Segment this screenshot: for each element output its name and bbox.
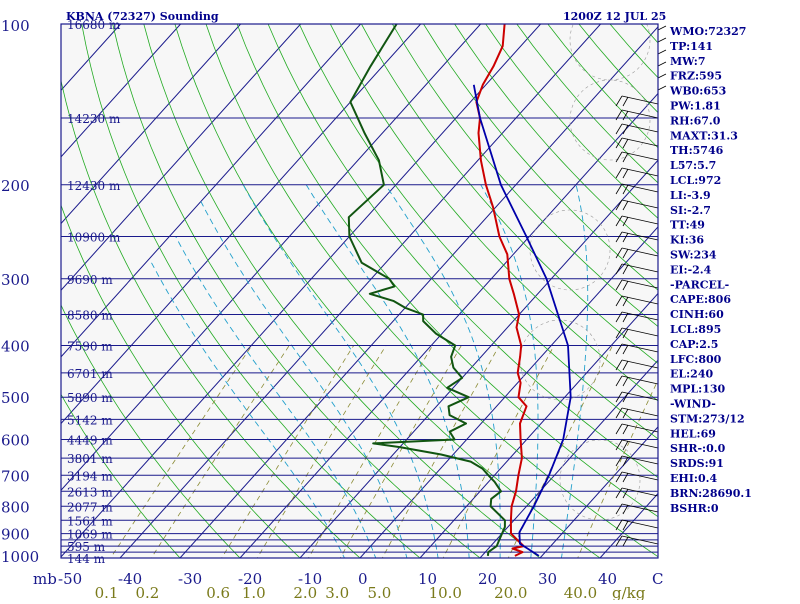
height-label: 144 m xyxy=(67,552,106,566)
index-entry: CAPE:806 xyxy=(670,293,731,306)
height-label: 7590 m xyxy=(67,340,113,354)
pressure-tick-label: 100 xyxy=(1,17,30,35)
pressure-tick-label: 1000 xyxy=(1,548,39,566)
pressure-tick-label: 500 xyxy=(1,389,30,407)
mixing-ratio-tick-label: 0.6 xyxy=(206,584,230,600)
index-entry: CAP:2.5 xyxy=(670,338,718,351)
temperature-tick-label: 30 xyxy=(538,570,557,588)
station-title: KBNA (72327) Sounding xyxy=(66,10,219,23)
index-entry: HEL:69 xyxy=(670,427,716,440)
height-label: 2613 m xyxy=(67,485,113,499)
pressure-tick-label: 600 xyxy=(1,432,30,450)
index-entry: MAXT:31.3 xyxy=(670,129,738,142)
index-entry: -PARCEL- xyxy=(670,278,729,291)
index-entry: RH:67.0 xyxy=(670,114,721,127)
height-label: 2077 m xyxy=(67,500,113,514)
index-entry: TP:141 xyxy=(670,40,713,53)
temperature-tick-label: -50 xyxy=(58,570,82,588)
height-label: 3801 m xyxy=(67,452,113,466)
index-entry: TH:5746 xyxy=(670,144,724,157)
pressure-tick-label: 800 xyxy=(1,498,30,516)
index-entry: EL:240 xyxy=(670,368,713,381)
mixing-ratio-tick-label: 5.0 xyxy=(367,584,391,600)
index-entry: WMO:72327 xyxy=(669,25,746,38)
pressure-tick-label: 900 xyxy=(1,526,30,544)
height-label: 3194 m xyxy=(67,469,113,483)
index-entry: BSHR:0 xyxy=(670,502,719,515)
index-entry: TT:49 xyxy=(670,219,705,232)
index-entry: LCL:972 xyxy=(670,174,721,187)
pressure-tick-label: 200 xyxy=(1,177,30,195)
pressure-tick-label: 700 xyxy=(1,467,30,485)
index-entry: FRZ:595 xyxy=(670,70,722,83)
height-label: 1561 m xyxy=(67,514,113,528)
height-label: 10900 m xyxy=(67,230,121,244)
index-entry: EI:-2.4 xyxy=(670,263,712,276)
index-entry: PW:1.81 xyxy=(670,100,721,113)
pressure-tick-label: 400 xyxy=(1,338,30,356)
index-entry: SI:-2.7 xyxy=(670,204,711,217)
index-entry: SRDS:91 xyxy=(670,457,724,470)
index-entry: LI:-3.9 xyxy=(670,189,711,202)
index-entry: STM:273/12 xyxy=(670,412,745,425)
index-entry: CINH:60 xyxy=(670,308,724,321)
index-entry: KI:36 xyxy=(670,234,704,247)
mixing-ratio-tick-label: 20.0 xyxy=(494,584,527,600)
height-label: 9690 m xyxy=(67,273,113,287)
mixing-ratio-tick-label: 2.0 xyxy=(293,584,317,600)
index-entry: SHR-:0.0 xyxy=(670,442,726,455)
temperature-tick-label: -30 xyxy=(178,570,202,588)
pressure-tick-label: 300 xyxy=(1,271,30,289)
mixing-ratio-tick-label: 10.0 xyxy=(429,584,462,600)
mixing-ratio-tick-label: 0.2 xyxy=(135,584,159,600)
height-label: 5890 m xyxy=(67,391,113,405)
index-entry: -WIND- xyxy=(670,398,716,411)
mixing-ratio-tick-label: 40.0 xyxy=(564,584,597,600)
mixing-ratio-tick-label: 0.1 xyxy=(95,584,119,600)
plot-area xyxy=(61,24,658,558)
index-entry: LCL:895 xyxy=(670,323,721,336)
height-label: 8580 m xyxy=(67,309,113,323)
temperature-tick-label: 0 xyxy=(358,570,368,588)
temperature-unit-label: C xyxy=(652,570,663,588)
index-entry: LFC:800 xyxy=(670,353,722,366)
mixing-ratio-unit-label: g/kg xyxy=(612,584,646,600)
height-label: 5142 m xyxy=(67,413,113,427)
height-label: 4449 m xyxy=(67,434,113,448)
height-label: 12430 m xyxy=(67,179,121,193)
index-entry: SW:234 xyxy=(670,249,717,262)
height-label: 14230 m xyxy=(67,112,121,126)
index-entry: MPL:130 xyxy=(670,383,726,396)
mixing-ratio-tick-label: 3.0 xyxy=(325,584,349,600)
index-entry: EHI:0.4 xyxy=(670,472,717,485)
height-label: 6701 m xyxy=(67,367,113,381)
index-entry: BRN:28690.1 xyxy=(670,487,752,500)
index-entry: WB0:653 xyxy=(669,85,726,98)
valid-time: 1200Z 12 JUL 25 xyxy=(563,10,666,23)
pressure-unit-label: mb xyxy=(33,570,57,588)
index-entry: MW:7 xyxy=(670,55,706,68)
index-entry: L57:5.7 xyxy=(670,159,716,172)
mixing-ratio-tick-label: 1.0 xyxy=(242,584,266,600)
